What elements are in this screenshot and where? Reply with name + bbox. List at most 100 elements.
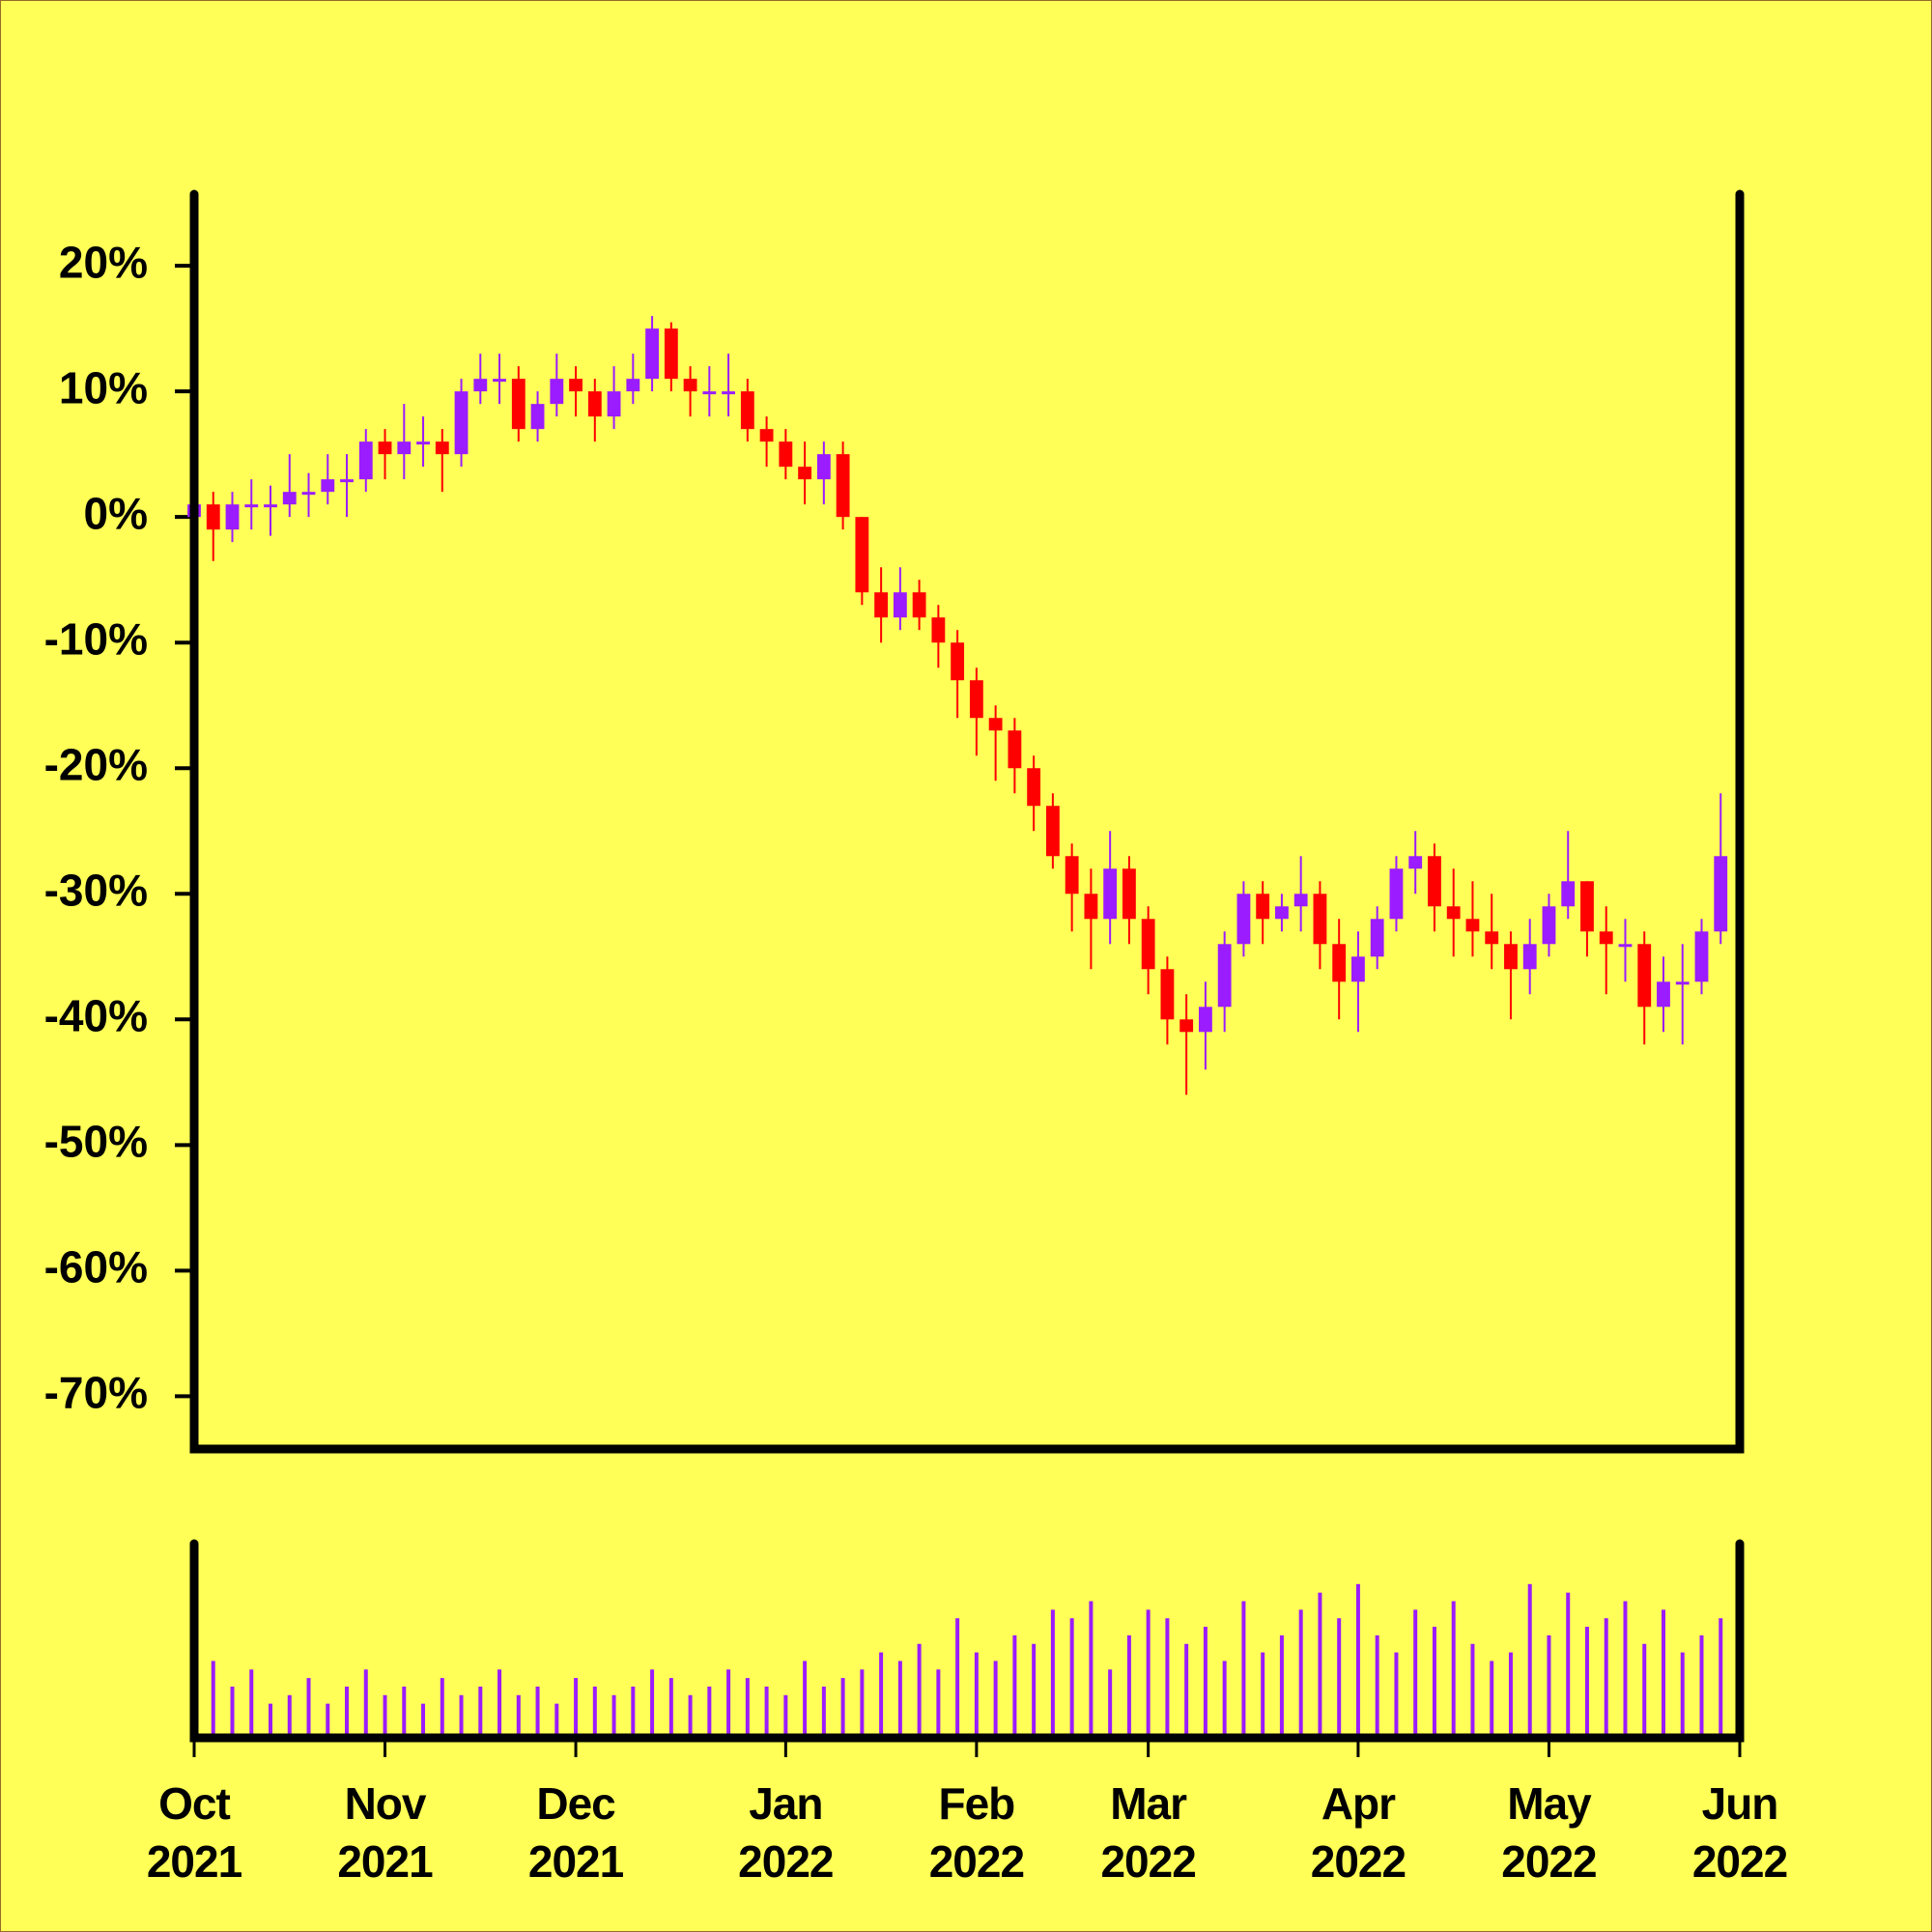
- volume-bar: [650, 1669, 655, 1738]
- candle-body: [1389, 868, 1404, 920]
- volume-bar: [1337, 1618, 1342, 1738]
- candle-body: [301, 492, 316, 496]
- volume-bar: [1470, 1643, 1475, 1738]
- candle-body: [722, 391, 735, 395]
- candle-body: [893, 592, 907, 618]
- candle-body: [1618, 944, 1633, 948]
- candle-body: [1351, 956, 1365, 982]
- candle-body: [1179, 1019, 1194, 1033]
- candle-body: [1637, 944, 1652, 1008]
- candle-body: [816, 454, 831, 480]
- y-tick-label: -40%: [44, 990, 148, 1040]
- volume-bar: [1318, 1592, 1322, 1738]
- volume-bar: [1699, 1634, 1704, 1738]
- candle-body: [912, 592, 926, 618]
- candle-body: [244, 504, 259, 508]
- volume-bar: [497, 1669, 502, 1738]
- candle-body: [1580, 881, 1594, 932]
- volume-bar: [1146, 1609, 1151, 1738]
- candle-body: [282, 492, 297, 505]
- volume-bar: [1527, 1583, 1532, 1738]
- volume-bar: [1241, 1601, 1246, 1738]
- candle-body: [378, 441, 392, 455]
- candle-body: [1236, 894, 1251, 945]
- candle-body: [1217, 944, 1232, 1008]
- volume-bar: [611, 1694, 616, 1738]
- candle-body: [1675, 981, 1690, 985]
- candle-body: [397, 441, 412, 455]
- volume-bar: [1069, 1618, 1074, 1738]
- volume-bar: [668, 1678, 673, 1738]
- candle-body: [702, 391, 717, 395]
- candle-body: [1084, 894, 1098, 920]
- volume-bar: [726, 1669, 731, 1738]
- candle-body: [607, 391, 621, 417]
- candle-body: [1045, 806, 1060, 857]
- x-tick-label: Jan 2022: [738, 1778, 834, 1887]
- y-tick-label: -30%: [44, 865, 148, 915]
- volume-bar: [1375, 1634, 1379, 1738]
- candle-body: [1370, 919, 1384, 957]
- x-tick-label: Apr 2022: [1310, 1778, 1406, 1887]
- volume-bar: [1490, 1661, 1494, 1738]
- candle-body: [1599, 931, 1613, 945]
- candle-body: [358, 441, 373, 480]
- candle-body: [1199, 1007, 1212, 1033]
- volume-bar: [688, 1694, 693, 1738]
- volume-bar: [745, 1678, 750, 1738]
- volume-bar: [955, 1618, 960, 1738]
- candle-body: [416, 441, 430, 445]
- candle-body: [454, 391, 469, 455]
- candle-body: [1542, 906, 1556, 945]
- volume-bar: [1165, 1618, 1170, 1738]
- volume-bar: [840, 1678, 845, 1738]
- volume-bar: [554, 1703, 559, 1738]
- x-tick-label: Nov 2021: [337, 1778, 433, 1887]
- volume-bar: [1032, 1643, 1037, 1738]
- volume-bar: [974, 1652, 979, 1738]
- volume-bar: [1126, 1634, 1131, 1738]
- volume-bar: [1184, 1643, 1189, 1738]
- volume-bar: [1642, 1643, 1647, 1738]
- volume-bar: [1623, 1601, 1628, 1738]
- candle-body: [855, 517, 869, 593]
- candle-body: [493, 379, 506, 383]
- candle-body: [683, 379, 697, 392]
- volume-bar: [879, 1652, 884, 1738]
- volume-bar: [1432, 1627, 1436, 1738]
- candle-body: [473, 379, 488, 392]
- candle-body: [550, 379, 564, 405]
- candle-body: [587, 391, 602, 417]
- volume-bar: [574, 1678, 579, 1738]
- volume-bar: [459, 1694, 464, 1738]
- candle-body: [1504, 944, 1518, 970]
- volume-bar: [936, 1669, 941, 1738]
- volume-bar: [1413, 1609, 1418, 1738]
- y-tick-label: -60%: [44, 1242, 148, 1293]
- volume-bar: [821, 1686, 826, 1738]
- candle-body: [969, 680, 983, 719]
- volume-bar: [993, 1661, 998, 1738]
- volume-bar: [516, 1694, 521, 1738]
- volume-bar: [1298, 1609, 1303, 1738]
- volume-bar: [764, 1686, 769, 1738]
- volume-bar: [1279, 1634, 1284, 1738]
- candle-body: [206, 504, 220, 530]
- candle-body: [1694, 931, 1709, 982]
- candle-body: [1027, 768, 1041, 807]
- candle-body: [931, 617, 946, 643]
- candle-body: [569, 379, 582, 392]
- volume-bar: [1661, 1609, 1665, 1738]
- x-tick-label: Jun 2022: [1691, 1778, 1788, 1887]
- x-tick-label: Mar 2022: [1100, 1778, 1196, 1887]
- candle-body: [759, 429, 774, 442]
- volume-bar: [1261, 1652, 1265, 1738]
- candle-body: [1103, 868, 1118, 920]
- candle-body: [1561, 881, 1576, 907]
- candle-body: [435, 441, 449, 455]
- volume-bar: [1089, 1601, 1094, 1738]
- candle-body: [1160, 969, 1175, 1020]
- candle-body: [1141, 919, 1155, 970]
- volume-bar: [917, 1643, 922, 1738]
